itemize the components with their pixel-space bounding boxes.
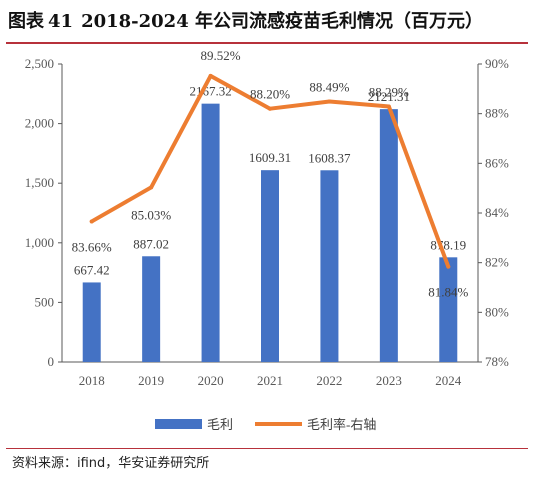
left-tick-label: 500 — [35, 294, 55, 309]
line-value-label: 85.03% — [131, 207, 171, 222]
bar-value-label: 2121.31 — [368, 89, 410, 104]
bar — [261, 170, 279, 362]
legend: 毛利 毛利率-右轴 — [155, 417, 376, 432]
x-tick-label: 2024 — [435, 373, 462, 388]
x-tick-label: 2023 — [376, 373, 402, 388]
right-tick-label: 90% — [485, 56, 509, 71]
legend-line-label: 毛利率-右轴 — [307, 417, 376, 432]
right-tick-label: 78% — [485, 354, 509, 369]
line-point — [149, 185, 154, 190]
x-tick-label: 2022 — [316, 373, 342, 388]
source-note: 资料来源：ifind，华安证券研究所 — [12, 456, 210, 471]
right-tick-label: 84% — [485, 205, 509, 220]
left-tick-label: 2,500 — [25, 56, 54, 71]
right-tick-label: 86% — [485, 155, 509, 170]
line-point — [268, 106, 272, 111]
bar — [320, 170, 339, 362]
x-tick-label: 2020 — [198, 373, 224, 388]
legend-bar-swatch — [155, 419, 202, 429]
left-tick-label: 0 — [48, 354, 55, 369]
bar — [142, 256, 161, 362]
gross-profit-chart: 0 500 1,000 1,500 2,000 2,500 78% 80% 82% 84% 86% 8… — [25, 48, 509, 432]
right-tick-label: 80% — [485, 304, 509, 319]
line-point — [446, 264, 451, 269]
bar-value-label: 878.19 — [430, 237, 466, 252]
x-tick-label: 2021 — [257, 373, 283, 388]
bar — [439, 257, 458, 362]
bar-value-label: 887.02 — [133, 236, 169, 251]
bar — [201, 103, 220, 362]
axes: 0 500 1,000 1,500 2,000 2,500 78% 80% 82% 84% 86% 8… — [25, 56, 509, 388]
bar — [82, 282, 101, 362]
legend-bar-label: 毛利 — [207, 417, 233, 432]
figure-label: 图表 — [8, 11, 44, 32]
line-value-label: 88.49% — [309, 79, 349, 94]
bar — [379, 109, 398, 362]
line-point — [386, 104, 391, 109]
x-tick-label: 2019 — [138, 373, 164, 388]
left-tick-label: 1,500 — [25, 175, 54, 190]
bar-value-label: 667.42 — [74, 262, 110, 277]
x-tick-label: 2018 — [79, 373, 105, 388]
figure-title: 图表 41 2018-2024 年公司流感疫苗毛利情况（百万元） — [8, 6, 528, 38]
bar-value-label: 1609.31 — [249, 150, 291, 165]
line-value-label: 88.20% — [250, 87, 290, 102]
figure-number: 41 — [48, 11, 74, 32]
bar-series — [82, 103, 458, 362]
footer-rule — [6, 448, 528, 449]
left-tick-label: 2,000 — [25, 116, 54, 131]
right-tick-label: 82% — [485, 255, 509, 270]
line-labels: 83.66% 85.03% 89.52% 88.20% 88.49% 88.29% 81.8… — [72, 48, 469, 300]
line-point — [89, 219, 94, 224]
line-value-label: 88.29% — [369, 84, 409, 99]
figure-title-text: 2018-2024 年公司流感疫苗毛利情况（百万元） — [81, 11, 483, 32]
line-point — [208, 73, 213, 78]
bar-value-label: 1608.37 — [308, 150, 351, 165]
line-value-label: 89.52% — [201, 48, 241, 63]
right-tick-label: 88% — [485, 106, 509, 121]
line-point — [327, 99, 332, 104]
line-value-label: 83.66% — [72, 239, 112, 254]
title-rule — [6, 42, 528, 44]
line-value-label: 81.84% — [428, 285, 468, 300]
line-series — [89, 73, 451, 269]
left-tick-label: 1,000 — [25, 235, 54, 250]
